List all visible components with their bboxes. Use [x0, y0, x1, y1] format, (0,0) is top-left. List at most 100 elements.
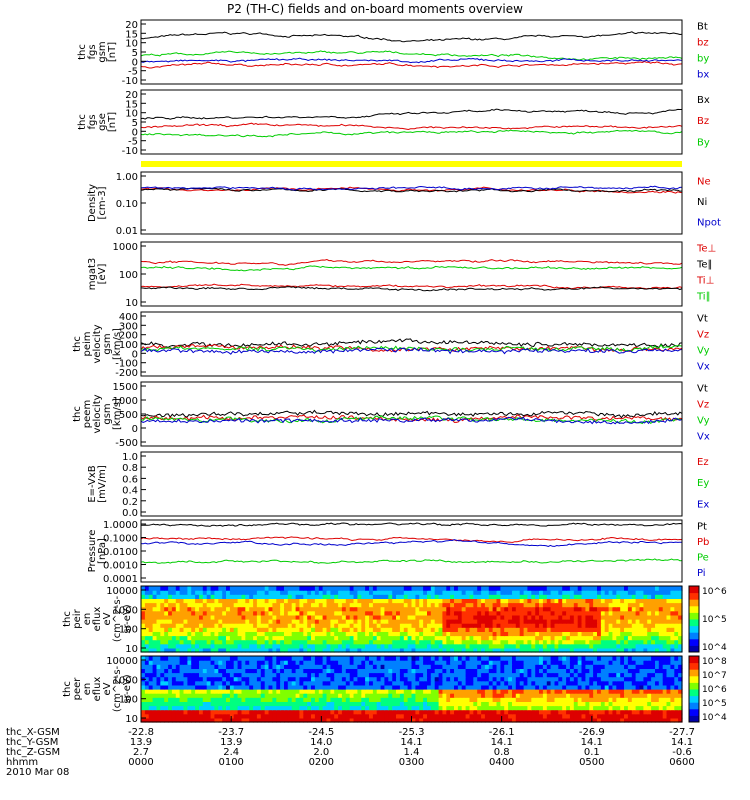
heatmap-cell [643, 709, 648, 715]
heatmap-cell [562, 705, 567, 711]
heatmap-cell [573, 586, 579, 591]
heatmap-cell [674, 656, 679, 661]
heatmap-cell [488, 639, 494, 645]
heatmap-cell [311, 635, 316, 641]
heatmap-cell [527, 705, 532, 711]
heatmap-cell [655, 627, 660, 632]
heatmap-cell [554, 697, 559, 702]
heatmap-cell [237, 623, 243, 628]
heatmap-cell [396, 619, 401, 624]
heatmap-cell [260, 693, 266, 698]
heatmap-cell [160, 590, 165, 595]
heatmap-cell [380, 705, 386, 711]
heatmap-cell [253, 639, 258, 645]
heatmap-cell [581, 586, 586, 591]
heatmap-cell [423, 623, 428, 628]
heatmap-cell [388, 660, 393, 665]
heatmap-cell [388, 656, 393, 661]
heatmap-cell [284, 590, 289, 595]
heatmap-cell [573, 606, 579, 612]
heatmap-cell [465, 676, 471, 682]
heatmap-cell [604, 631, 610, 637]
heatmap-cell [287, 614, 293, 620]
heatmap-cell [620, 656, 625, 661]
heatmap-cell [457, 631, 463, 637]
heatmap-cell [631, 689, 637, 694]
heatmap-cell [168, 668, 173, 674]
heatmap-cell [523, 598, 529, 604]
heatmap-cell [542, 639, 548, 645]
heatmap-cell [612, 656, 617, 661]
heatmap-cell [141, 684, 146, 690]
y-axis-label-line: gsm [97, 41, 108, 62]
heatmap-cell [662, 684, 668, 690]
heatmap-cell [446, 635, 451, 641]
heatmap-cell [168, 627, 173, 632]
heatmap-cell [341, 697, 347, 702]
heatmap-cell [214, 631, 219, 637]
heatmap-cell [427, 631, 432, 637]
heatmap-cell [372, 590, 378, 595]
heatmap-cell [546, 668, 552, 674]
heatmap-cell [600, 647, 606, 653]
heatmap-cell [542, 643, 548, 649]
heatmap-cell [148, 590, 154, 595]
heatmap-cell [604, 689, 610, 694]
heatmap-cell [144, 684, 150, 690]
heatmap-cell [569, 668, 575, 674]
heatmap-cell [473, 647, 478, 653]
heatmap-cell [678, 693, 683, 698]
heatmap-cell [241, 590, 246, 595]
heatmap-cell [164, 713, 169, 719]
heatmap-cell [160, 586, 165, 591]
heatmap-cell [407, 643, 413, 649]
heatmap-cell [318, 631, 324, 637]
heatmap-cell [500, 676, 505, 682]
y-tick-label: 10 [125, 298, 138, 309]
heatmap-cell [171, 705, 177, 711]
x-row-value: -22.8 [128, 727, 154, 738]
heatmap-cell [512, 594, 517, 599]
heatmap-cell [523, 705, 529, 711]
heatmap-cell [627, 623, 633, 628]
heatmap-cell [345, 623, 351, 628]
heatmap-cell [256, 717, 262, 723]
heatmap-cell [450, 598, 455, 604]
heatmap-cell [392, 684, 397, 690]
heatmap-cell [210, 701, 216, 707]
y-tick-label: 20 [125, 90, 138, 101]
heatmap-cell [550, 684, 556, 690]
heatmap-cell [318, 614, 324, 620]
heatmap-cell [484, 717, 490, 723]
heatmap-cell [403, 684, 409, 690]
heatmap-cell [631, 606, 637, 612]
heatmap-cell [291, 586, 297, 591]
heatmap-cell [593, 586, 598, 591]
heatmap-cell [249, 643, 254, 649]
heatmap-cell [245, 610, 250, 616]
heatmap-cell [369, 664, 374, 669]
heatmap-cell [651, 680, 656, 686]
heatmap-cell [461, 717, 467, 723]
heatmap-cell [651, 689, 656, 694]
heatmap-cell [643, 602, 648, 608]
heatmap-cell [380, 635, 386, 641]
heatmap-cell [396, 590, 401, 595]
heatmap-cell [469, 639, 474, 645]
panel-frame [140, 89, 683, 155]
heatmap-cell [226, 623, 231, 628]
heatmap-cell [349, 619, 355, 624]
heatmap-cell [639, 668, 644, 674]
heatmap-cell [457, 610, 463, 616]
heatmap-cell [260, 701, 266, 707]
heatmap-cell [345, 586, 351, 591]
heatmap-cell [481, 660, 486, 665]
heatmap-cell [295, 594, 301, 599]
heatmap-cell [484, 619, 490, 624]
heatmap-cell [168, 680, 173, 686]
heatmap-cell [202, 664, 208, 669]
heatmap-cell [666, 705, 671, 711]
heatmap-cell [527, 717, 532, 723]
heatmap-cell [620, 680, 625, 686]
